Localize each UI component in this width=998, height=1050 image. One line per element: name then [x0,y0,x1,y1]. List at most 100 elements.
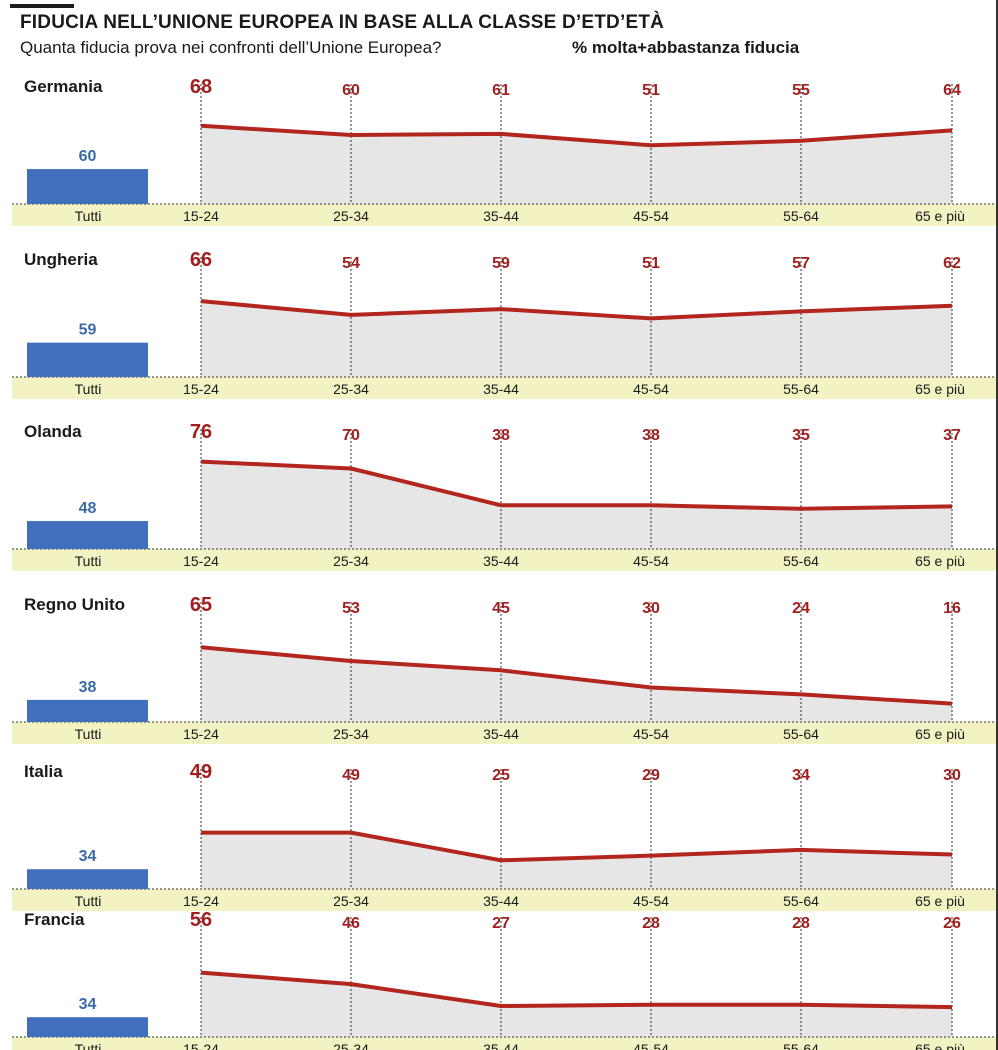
age-tick-label: 65 e più [915,1041,965,1050]
age-tick-label: 45-54 [633,381,669,397]
value-label: 61 [492,82,510,99]
age-tick-label: 15-24 [183,381,219,397]
total-value-label: 60 [79,148,97,165]
total-value-label: 38 [79,679,97,696]
total-tick-label: Tutti [75,893,102,909]
value-label: 26 [943,915,961,932]
series-line [200,123,953,148]
area-fill [201,301,952,377]
area-fill [201,647,952,722]
value-label: 70 [342,427,360,444]
age-tick-label: 35-44 [483,893,519,909]
age-tick-label: 15-24 [183,726,219,742]
value-label: 28 [642,915,660,932]
total-value-label: 34 [79,848,97,865]
total-bar [27,342,148,377]
age-tick-label: 65 e più [915,726,965,742]
age-tick-label: 25-34 [333,381,369,397]
age-tick-label: 65 e più [915,893,965,909]
title-accent-bar [10,4,74,8]
axis-band [12,722,996,744]
age-tick-label: 45-54 [633,1041,669,1050]
axis-band [12,377,996,399]
value-label: 30 [642,600,660,617]
value-label: 65 [190,594,212,616]
value-label: 51 [642,255,660,272]
value-label: 38 [642,427,660,444]
age-tick-label: 35-44 [483,1041,519,1050]
chart-subtitle: Quanta fiducia prova nei confronti dell’… [20,38,442,57]
age-tick-label: 55-64 [783,208,819,224]
value-label: 30 [943,767,961,784]
total-bar [27,869,148,889]
total-bar [27,521,148,549]
age-tick-label: 35-44 [483,381,519,397]
panel-olanda: 48 Olanda 76 70 38 38 35 37 Tutti 15-24 25-34 35-44… [12,421,996,571]
right-border [996,0,998,1050]
age-tick-label: 35-44 [483,726,519,742]
total-value-label: 34 [79,996,97,1013]
series-line [200,299,953,321]
age-tick-label: 15-24 [183,553,219,569]
panel-francia: 34 Francia 56 46 27 28 28 26 Tutti 15-24 25-34 35-4… [12,909,996,1050]
value-label: 45 [492,600,510,617]
area-fill [201,125,952,204]
age-tick-label: 55-64 [783,726,819,742]
value-label: 16 [943,600,961,617]
value-label: 53 [342,600,360,617]
panel-ungheria: 59 Ungheria 66 54 59 51 57 62 Tutti 15-24 25-34 35-… [12,249,996,399]
age-tick-label: 55-64 [783,1041,819,1050]
total-bar [27,699,148,722]
total-value-label: 48 [79,500,97,517]
total-bar [27,169,148,204]
total-tick-label: Tutti [75,726,102,742]
age-tick-label: 45-54 [633,553,669,569]
series-line [200,645,953,706]
age-tick-label: 65 e più [915,208,965,224]
value-label: 46 [342,915,360,932]
age-tick-label: 65 e più [915,553,965,569]
area-fill [201,832,952,889]
age-tick-label: 55-64 [783,893,819,909]
age-tick-label: 25-34 [333,726,369,742]
age-tick-label: 15-24 [183,893,219,909]
chart-title: FIDUCIA NELL’UNIONE EUROPEA IN BASE ALLA… [20,12,665,33]
age-tick-label: 45-54 [633,726,669,742]
value-label: 64 [943,82,961,99]
age-tick-label: 35-44 [483,208,519,224]
age-tick-label: 25-34 [333,553,369,569]
country-label: Italia [24,762,63,781]
age-tick-label: 25-34 [333,893,369,909]
age-tick-label: 25-34 [333,1041,369,1050]
total-tick-label: Tutti [75,208,102,224]
value-label: 29 [642,767,660,784]
age-tick-label: 45-54 [633,893,669,909]
measure-label: % molta+abbastanza fiducia [572,38,800,57]
value-label: 38 [492,427,510,444]
series-line [200,459,953,511]
value-label: 66 [190,249,212,271]
age-tick-label: 65 e più [915,381,965,397]
country-label: Germania [24,77,103,96]
value-label: 60 [342,82,360,99]
value-label: 49 [190,761,212,783]
age-tick-label: 25-34 [333,208,369,224]
age-tick-label: 55-64 [783,381,819,397]
age-tick-label: 45-54 [633,208,669,224]
value-label: 34 [792,767,810,784]
value-label: 49 [342,767,360,784]
age-tick-label: 55-64 [783,553,819,569]
value-label: 54 [342,255,360,272]
series-line [200,970,953,1010]
series-line [201,830,953,863]
value-label: 51 [642,82,660,99]
value-label: 56 [190,909,212,931]
total-tick-label: Tutti [75,553,102,569]
total-value-label: 59 [79,322,97,339]
value-label: 35 [792,427,810,444]
value-label: 25 [492,767,510,784]
value-label: 62 [943,255,961,272]
axis-band [12,204,996,226]
value-label: 68 [190,76,212,98]
